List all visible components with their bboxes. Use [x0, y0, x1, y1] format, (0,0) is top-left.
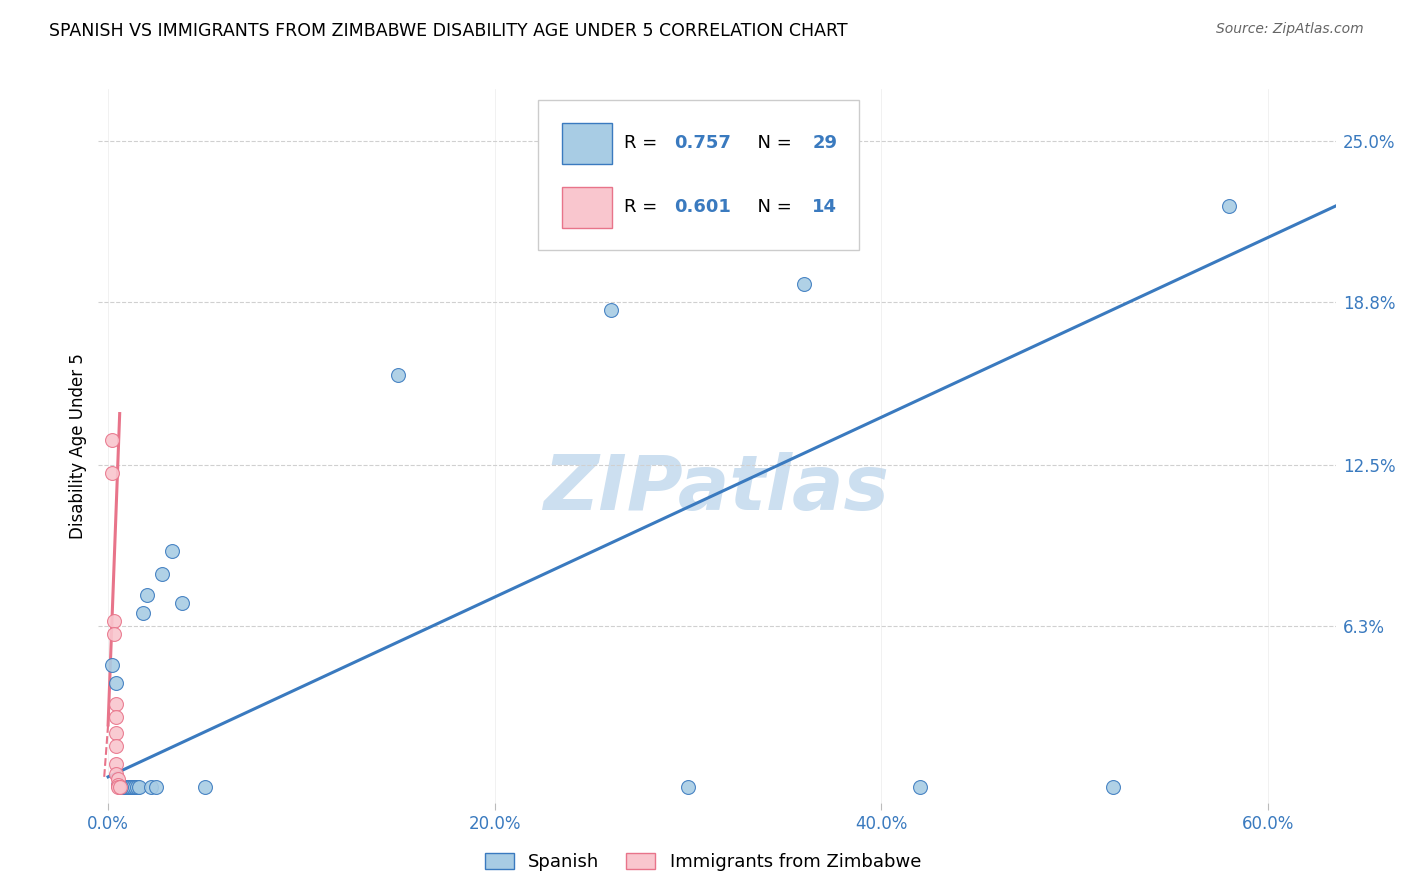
- Point: [104, 739, 127, 753]
- Point: [111, 780, 134, 795]
- Point: [108, 780, 131, 795]
- Point: [1218, 199, 1240, 213]
- Point: [101, 467, 124, 481]
- Text: N =: N =: [745, 134, 797, 152]
- Text: R =: R =: [624, 198, 664, 216]
- Point: [104, 756, 127, 771]
- Text: 29: 29: [813, 134, 838, 152]
- FancyBboxPatch shape: [562, 123, 612, 164]
- Point: [793, 277, 815, 291]
- Point: [599, 302, 621, 317]
- Legend: Spanish, Immigrants from Zimbabwe: Spanish, Immigrants from Zimbabwe: [478, 846, 928, 879]
- Text: Source: ZipAtlas.com: Source: ZipAtlas.com: [1216, 22, 1364, 37]
- Point: [101, 658, 124, 673]
- Point: [127, 780, 149, 795]
- Point: [124, 780, 146, 795]
- Point: [101, 433, 124, 447]
- Point: [117, 780, 139, 795]
- Point: [1102, 780, 1125, 795]
- Point: [150, 567, 173, 582]
- Point: [107, 778, 129, 792]
- Y-axis label: Disability Age Under 5: Disability Age Under 5: [69, 353, 87, 539]
- Text: SPANISH VS IMMIGRANTS FROM ZIMBABWE DISABILITY AGE UNDER 5 CORRELATION CHART: SPANISH VS IMMIGRANTS FROM ZIMBABWE DISA…: [49, 22, 848, 40]
- Point: [108, 780, 131, 795]
- Point: [908, 780, 931, 795]
- Point: [104, 676, 127, 690]
- Point: [112, 780, 135, 795]
- Point: [120, 780, 142, 795]
- Text: ZIPatlas: ZIPatlas: [544, 452, 890, 525]
- FancyBboxPatch shape: [562, 187, 612, 228]
- Point: [135, 588, 157, 602]
- Point: [145, 780, 167, 795]
- Point: [139, 780, 162, 795]
- FancyBboxPatch shape: [537, 100, 859, 250]
- Point: [104, 710, 127, 724]
- Point: [118, 780, 141, 795]
- Point: [676, 780, 699, 795]
- Text: N =: N =: [745, 198, 797, 216]
- Point: [160, 544, 183, 558]
- Point: [107, 778, 129, 792]
- Text: 14: 14: [813, 198, 838, 216]
- Point: [104, 767, 127, 781]
- Point: [128, 780, 150, 795]
- Point: [170, 596, 193, 610]
- Point: [104, 697, 127, 711]
- Point: [114, 780, 136, 795]
- Point: [107, 780, 129, 795]
- Text: 0.601: 0.601: [673, 198, 731, 216]
- Text: 0.757: 0.757: [673, 134, 731, 152]
- Point: [107, 772, 129, 787]
- Point: [194, 780, 217, 795]
- Point: [122, 780, 145, 795]
- Point: [387, 368, 409, 382]
- Point: [104, 725, 127, 739]
- Text: R =: R =: [624, 134, 664, 152]
- Point: [103, 627, 125, 641]
- Point: [132, 607, 155, 621]
- Point: [103, 614, 125, 628]
